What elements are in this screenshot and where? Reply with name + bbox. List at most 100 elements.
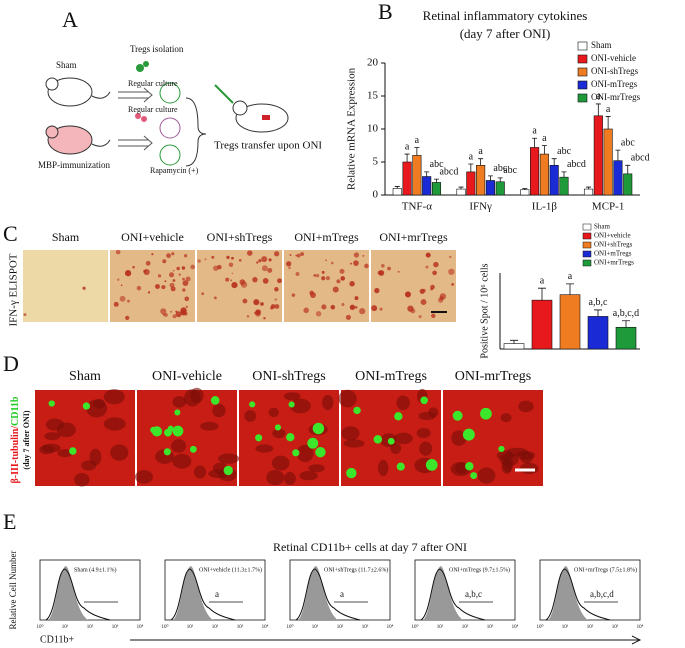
spot xyxy=(256,261,259,264)
gate-annotation: a,b,c xyxy=(465,589,482,599)
neuron xyxy=(212,403,226,418)
neuron xyxy=(341,426,360,441)
error-bar xyxy=(394,186,400,189)
value-label: a xyxy=(596,91,601,102)
spot xyxy=(371,305,378,312)
y-tick-label: 0 xyxy=(373,189,379,201)
bar xyxy=(587,316,609,350)
value-label: abcd xyxy=(631,153,650,164)
microglia xyxy=(292,449,300,457)
arrow xyxy=(118,87,153,103)
neuron xyxy=(244,410,257,422)
spot xyxy=(295,254,297,257)
error-bar xyxy=(605,116,611,129)
spot xyxy=(180,307,187,314)
gate-annotation: a,b,c,d xyxy=(590,589,614,599)
spot xyxy=(258,259,262,263)
image-label: Sham xyxy=(52,230,80,244)
spot xyxy=(132,265,135,269)
legend-label: ONI-mTregs xyxy=(591,79,638,89)
plot-label: ONI+shTregs (11.7±2.6%) xyxy=(324,566,388,573)
spot xyxy=(432,270,437,276)
x-tick-label: 10² xyxy=(587,624,594,630)
error-bar xyxy=(478,158,484,166)
microglia xyxy=(69,447,77,455)
neuron xyxy=(218,453,240,464)
x-tick-label: 10⁴ xyxy=(262,624,269,630)
microglia xyxy=(312,422,325,435)
spot xyxy=(422,288,426,293)
error-bar xyxy=(586,186,592,190)
mouse-icon xyxy=(91,139,111,147)
microglia xyxy=(255,434,263,442)
neuron xyxy=(171,439,187,453)
spot xyxy=(161,285,166,290)
spot xyxy=(183,254,188,258)
spot xyxy=(23,313,27,317)
microglia xyxy=(307,437,319,449)
neuron xyxy=(338,389,357,408)
schematic: Tregs isolation Sham Regular culture Reg… xyxy=(38,44,322,175)
spot xyxy=(315,311,322,317)
spot xyxy=(230,279,233,282)
spot xyxy=(274,251,280,257)
value-label: abc xyxy=(503,165,517,176)
legend-swatch xyxy=(577,67,588,77)
spot xyxy=(182,280,189,287)
x-tick-label: 10⁰ xyxy=(36,624,43,630)
neuron xyxy=(255,444,274,453)
spot xyxy=(359,308,366,315)
error-bar xyxy=(414,147,420,156)
spots xyxy=(197,250,282,320)
neuron xyxy=(172,395,187,408)
microglia xyxy=(425,459,438,471)
cell-icon xyxy=(135,113,141,119)
error-bar xyxy=(551,158,557,166)
spot xyxy=(252,276,258,283)
neuron xyxy=(45,418,65,431)
bar xyxy=(412,155,422,196)
microglia xyxy=(346,467,357,479)
neuron xyxy=(271,455,290,471)
spot xyxy=(448,268,455,275)
spot xyxy=(151,253,154,256)
side-label-part: β-III-tubulin/ xyxy=(10,426,21,484)
error-bar xyxy=(424,171,430,177)
error-bar xyxy=(510,339,518,344)
microglia xyxy=(164,428,172,437)
spot xyxy=(162,259,167,264)
neuron xyxy=(299,470,318,481)
x-tick-label: 10¹ xyxy=(312,624,319,630)
neuron xyxy=(322,394,334,411)
microglia xyxy=(174,409,181,416)
spot xyxy=(350,262,352,265)
x-tick-label: 10² xyxy=(337,624,344,630)
neuron xyxy=(266,469,285,486)
x-tick-label: 10⁰ xyxy=(411,624,418,630)
legend-swatch xyxy=(582,241,592,249)
panel-letter: A xyxy=(62,7,78,32)
histogram-fill xyxy=(548,566,588,620)
neuron xyxy=(93,398,106,409)
image-label: ONI-mTregs xyxy=(355,369,427,384)
x-tick-label: 10³ xyxy=(487,624,494,630)
side-label-part: CD11b xyxy=(10,396,21,426)
mouse-icon xyxy=(47,125,93,155)
image-label: ONI+vehicle xyxy=(121,230,184,244)
microglia xyxy=(462,428,475,441)
neuron xyxy=(184,389,201,407)
microglia xyxy=(396,462,405,471)
spot xyxy=(124,270,132,277)
spot xyxy=(418,315,422,319)
microglia xyxy=(82,402,91,410)
bar xyxy=(615,326,637,350)
y-axis-label: Relative Cell Number xyxy=(8,551,18,630)
bar xyxy=(549,165,559,196)
spot xyxy=(239,279,246,286)
spot xyxy=(217,264,222,270)
bar xyxy=(539,153,549,196)
legend-label: ONI+mrTregs xyxy=(594,259,634,267)
y-axis-label: Positive Spot / 10⁶ cells xyxy=(479,263,490,358)
histogram-fill xyxy=(298,566,338,620)
x-tick-label: 10³ xyxy=(237,624,244,630)
